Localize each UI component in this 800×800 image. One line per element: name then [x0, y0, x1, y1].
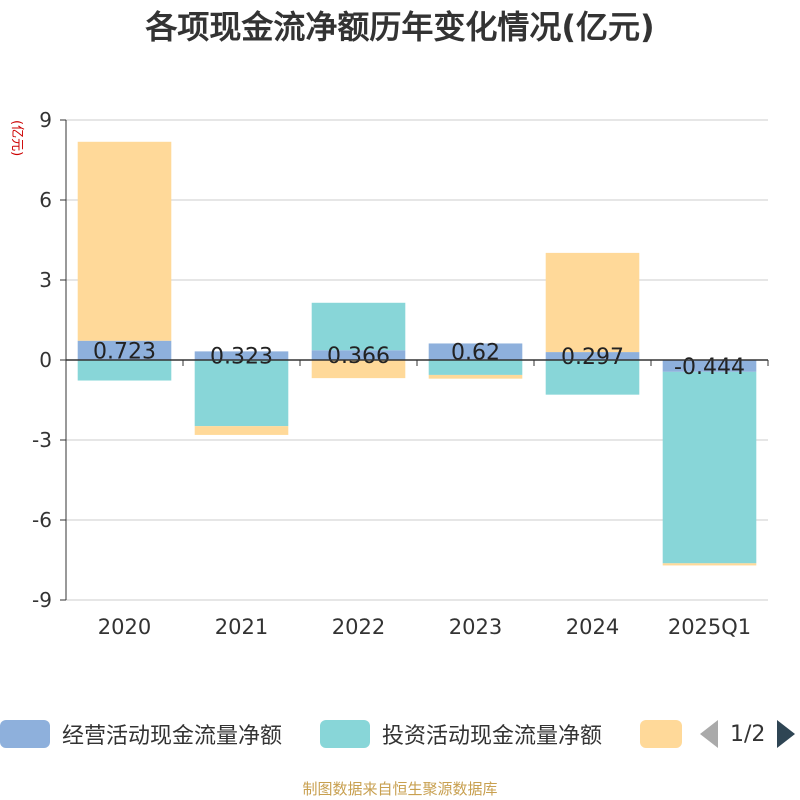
bar-series1: [194, 360, 289, 427]
bar-data-label: 0.366: [327, 344, 390, 369]
bar-series1: [428, 360, 523, 375]
bar-chart: 9630-3-6-90.72320200.32320210.36620220.6…: [32, 108, 769, 639]
bar-series2: [545, 252, 640, 353]
bar-series0: [428, 343, 523, 360]
legend-label-investing: 投资活动现金流量净额: [382, 724, 603, 749]
x-tick-label: 2025Q1: [668, 615, 751, 639]
bar-data-label: 0.62: [451, 341, 500, 366]
x-tick-label: 2023: [449, 615, 502, 639]
legend-label-operating: 经营活动现金流量净额: [62, 724, 283, 749]
y-tick-label: 6: [39, 188, 52, 212]
bar-data-label: 0.297: [561, 345, 624, 370]
bar-data-label: -0.444: [674, 355, 745, 380]
bar-series0: [545, 352, 640, 360]
legend-item-investing[interactable]: 投资活动现金流量净额: [320, 716, 602, 752]
bar-series0: [77, 340, 172, 360]
bar-series2: [77, 141, 172, 341]
bar-series2: [311, 360, 406, 379]
y-tick-label: 0: [39, 348, 52, 372]
legend-pager: 1/2: [700, 716, 796, 752]
bar-series2: [194, 426, 289, 435]
bar-series0: [311, 350, 406, 360]
bar-series1: [662, 371, 757, 564]
bar-data-label: 0.323: [210, 345, 273, 370]
bar-series0: [662, 360, 757, 372]
x-tick-label: 2024: [566, 615, 619, 639]
legend-item-financing[interactable]: [640, 716, 694, 752]
chart-title: 各项现金流净额历年变化情况(亿元): [145, 8, 655, 46]
legend-page-indicator: 1/2: [730, 721, 766, 747]
bar-series1: [77, 360, 172, 381]
bar-series1: [311, 302, 406, 351]
y-tick-label: 3: [39, 268, 52, 292]
y-tick-label: -6: [32, 508, 52, 532]
legend-prev-page-icon[interactable]: [700, 720, 718, 748]
source-note: 制图数据来自恒生聚源数据库: [302, 780, 498, 798]
bar-series0: [194, 351, 289, 360]
x-tick-label: 2022: [332, 615, 385, 639]
bar-series2: [428, 374, 523, 379]
y-tick-label: 9: [39, 108, 52, 132]
legend-swatch-third: [640, 720, 682, 748]
x-tick-label: 2020: [98, 615, 151, 639]
legend-next-page-icon[interactable]: [777, 720, 796, 748]
x-tick-label: 2021: [215, 615, 268, 639]
bar-series1: [545, 360, 640, 395]
y-tick-label: -9: [32, 588, 52, 612]
y-tick-label: -3: [32, 428, 52, 452]
legend-swatch-investing: [320, 720, 370, 748]
bar-series2: [662, 563, 757, 566]
legend-item-operating[interactable]: 经营活动现金流量净额: [0, 716, 282, 752]
legend-swatch-operating: [0, 720, 50, 748]
